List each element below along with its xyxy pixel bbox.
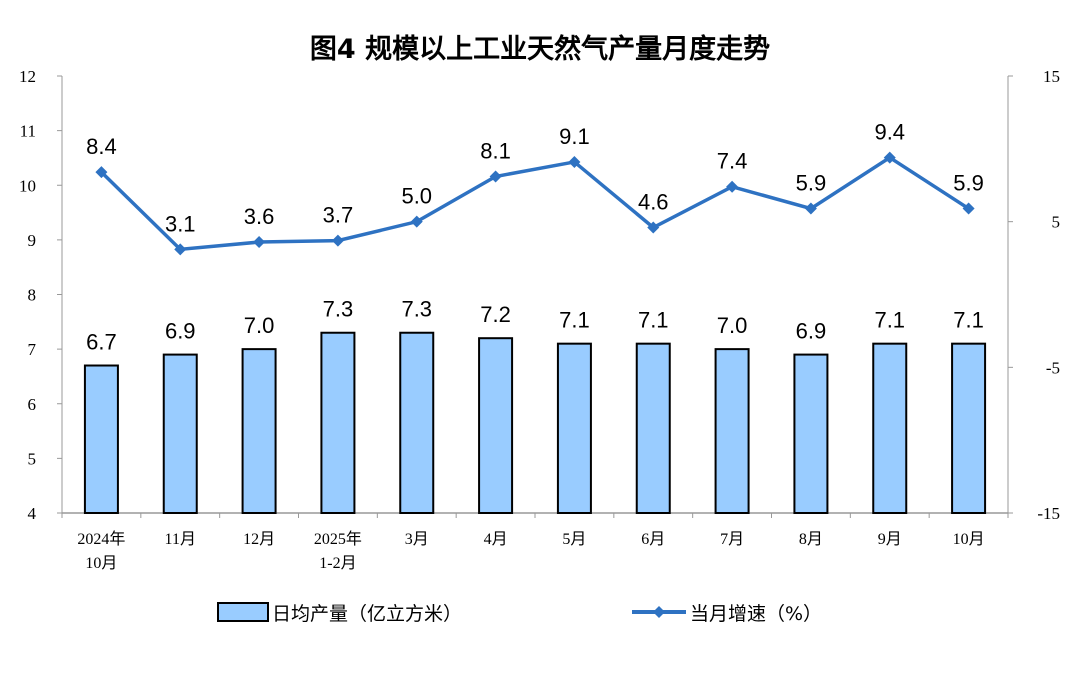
right-tick-label: 5 xyxy=(1052,213,1061,232)
bar-data-label: 7.1 xyxy=(874,308,905,333)
left-tick-label: 11 xyxy=(20,122,36,141)
line-point xyxy=(253,236,266,249)
x-tick-label: 9月 xyxy=(878,531,902,548)
line-data-label: 3.7 xyxy=(323,203,354,228)
legend-line-label: 当月增速（%） xyxy=(690,603,822,625)
left-tick-label: 12 xyxy=(19,67,36,86)
bar-data-label: 6.9 xyxy=(796,319,827,344)
line-point xyxy=(174,243,187,256)
line-data-label: 8.4 xyxy=(86,134,117,159)
line-data-label: 5.9 xyxy=(796,171,827,196)
bar xyxy=(635,342,671,514)
bar xyxy=(320,331,356,514)
line-point xyxy=(962,202,975,215)
bar-data-label: 7.2 xyxy=(480,302,511,327)
x-tick-label: 10月 xyxy=(953,531,985,548)
line-data-label: 8.1 xyxy=(480,139,511,164)
legend: 日均产量（亿立方米） 当月增速（%） xyxy=(217,602,822,625)
line-data-label: 7.4 xyxy=(717,149,748,174)
line-data-label: 9.4 xyxy=(874,120,905,145)
bar-data-label: 6.7 xyxy=(86,330,117,355)
x-tick-label: 12月 xyxy=(243,531,275,548)
left-tick-label: 6 xyxy=(28,395,37,414)
bar xyxy=(241,348,277,514)
x-tick-label: 8月 xyxy=(799,531,823,548)
bar-data-label: 7.0 xyxy=(717,313,748,338)
chart-title: 图4 规模以上工业天然气产量月度走势 xyxy=(310,33,770,65)
bar-data-label: 7.3 xyxy=(401,297,432,322)
bar-data-label: 7.1 xyxy=(559,308,590,333)
x-tick-label: 4月 xyxy=(484,531,508,548)
line-data-label: 5.0 xyxy=(401,184,432,209)
left-tick-label: 8 xyxy=(28,286,37,305)
x-tick-label: 10月 xyxy=(85,555,117,572)
bar-data-label: 7.1 xyxy=(953,308,984,333)
x-tick-label: 3月 xyxy=(405,531,429,548)
left-tick-label: 4 xyxy=(28,504,37,523)
line-point xyxy=(410,215,423,228)
bar xyxy=(872,342,908,514)
right-tick-label: 15 xyxy=(1043,67,1060,86)
bar xyxy=(793,353,829,514)
bar xyxy=(399,331,435,514)
left-tick-label: 7 xyxy=(28,340,37,359)
growth-line xyxy=(100,155,970,252)
line-point xyxy=(331,234,344,247)
line-data-label: 3.1 xyxy=(165,211,196,236)
legend-bar-swatch xyxy=(217,602,269,622)
bar xyxy=(478,337,514,515)
line-point xyxy=(95,166,108,179)
x-tick-label: 5月 xyxy=(562,531,586,548)
x-tick-label: 2024年 xyxy=(77,530,125,548)
legend-bar-label: 日均产量（亿立方米） xyxy=(272,603,462,625)
bar-data-label: 6.9 xyxy=(165,319,196,344)
x-tick-label: 7月 xyxy=(720,531,744,548)
bar xyxy=(556,342,592,514)
x-tick-label: 1-2月 xyxy=(319,555,356,572)
line-point xyxy=(489,170,502,183)
x-tick-label: 2025年 xyxy=(314,530,362,548)
line-data-label: 5.9 xyxy=(953,171,984,196)
bar xyxy=(714,348,750,514)
line-data-label: 9.1 xyxy=(559,124,590,149)
line-point xyxy=(883,151,896,164)
bar xyxy=(951,342,987,514)
left-tick-label: 10 xyxy=(19,176,36,195)
right-tick-label: -15 xyxy=(1037,504,1060,523)
line-point xyxy=(647,221,660,234)
x-tick-label: 6月 xyxy=(641,531,665,548)
line-point xyxy=(568,155,581,168)
line-data-label: 3.6 xyxy=(244,204,275,229)
x-tick-label: 11月 xyxy=(165,531,196,548)
line-point xyxy=(804,202,817,215)
legend-line-marker xyxy=(653,606,665,618)
right-tick-label: -5 xyxy=(1046,358,1060,377)
bar-data-label: 7.1 xyxy=(638,308,669,333)
line-point xyxy=(726,180,739,193)
bar-data-label: 7.3 xyxy=(323,297,354,322)
bar xyxy=(83,364,119,515)
left-tick-label: 5 xyxy=(28,449,37,468)
left-tick-label: 9 xyxy=(28,231,37,250)
bar-data-label: 7.0 xyxy=(244,313,275,338)
line-data-label: 4.6 xyxy=(638,189,669,214)
bar xyxy=(162,353,198,514)
